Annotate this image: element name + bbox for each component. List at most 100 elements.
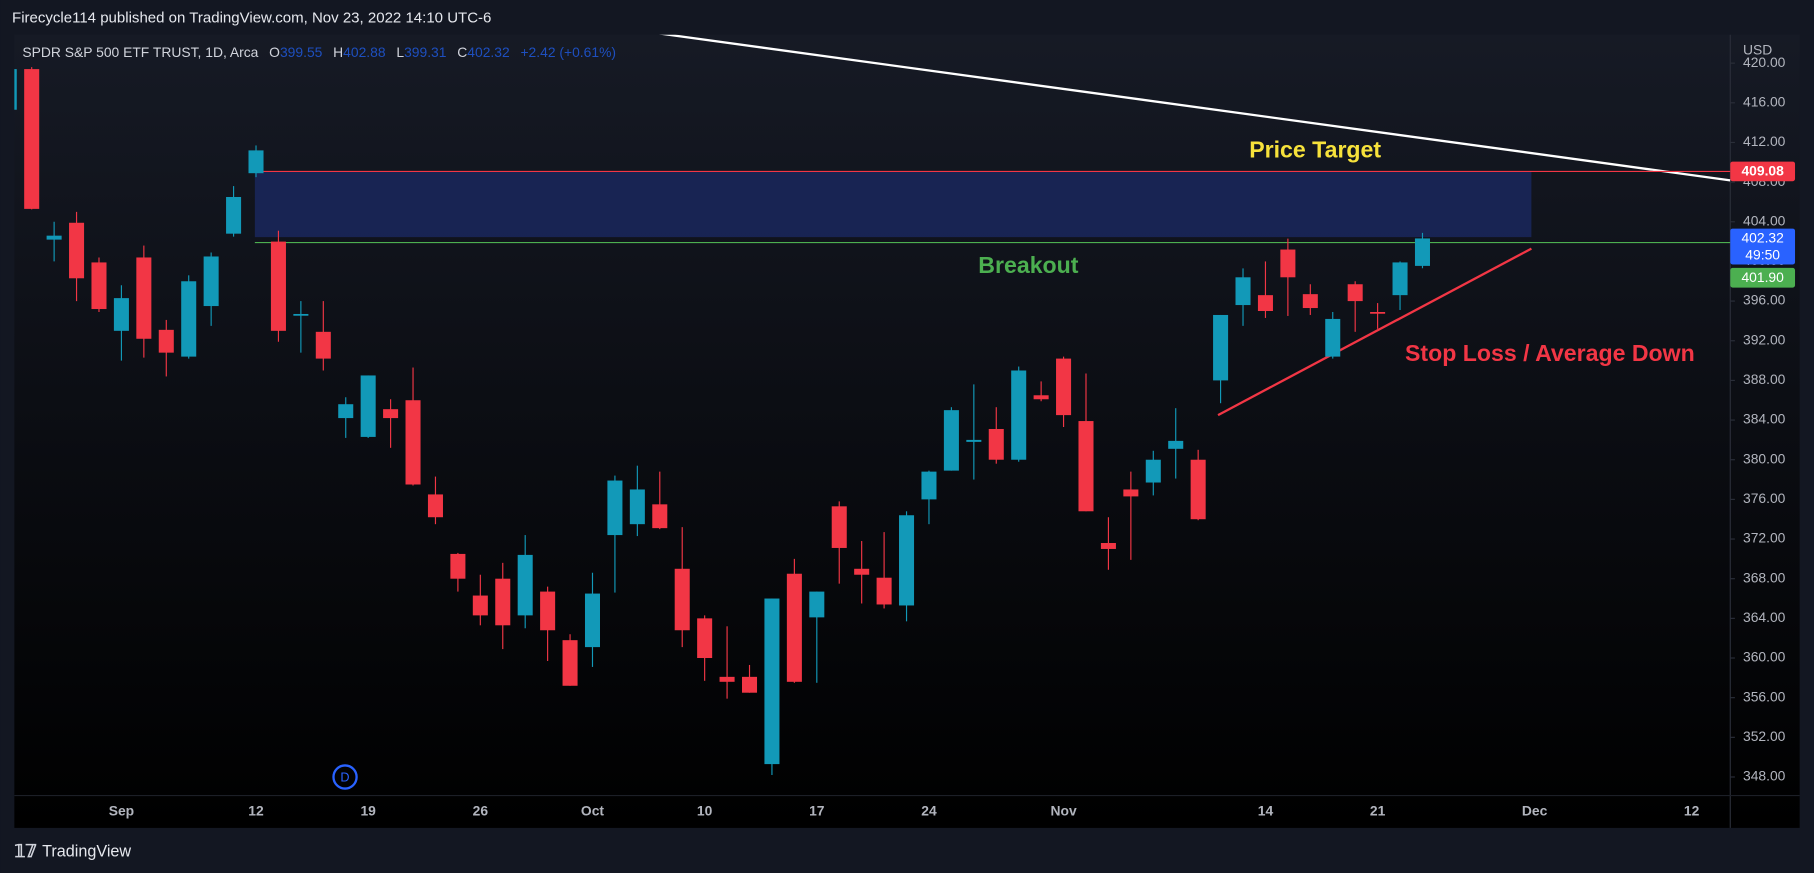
candle-body — [24, 69, 40, 209]
candle-body — [1100, 543, 1116, 549]
candle-body — [181, 281, 197, 357]
breakout-label: 401.90 — [1741, 269, 1784, 285]
candle-body — [1302, 294, 1318, 309]
legend-value: 399.31 — [404, 44, 447, 60]
candle-body — [517, 554, 533, 616]
x-tick-label: 26 — [473, 802, 489, 818]
breakout-label-box — [1730, 267, 1796, 288]
y-tick-label: 412.00 — [1743, 133, 1786, 149]
candle-body — [1392, 262, 1408, 296]
y-tick-label: 348.00 — [1743, 768, 1786, 784]
support-line — [1217, 247, 1532, 417]
candle-body — [1213, 314, 1229, 381]
candle-body — [674, 568, 690, 631]
last-price-label: 402.32 — [1741, 230, 1784, 246]
dividend-label[interactable]: D — [340, 770, 349, 785]
y-tick-label: 364.00 — [1743, 609, 1786, 625]
candle-body — [1280, 249, 1296, 278]
candle-body — [113, 298, 129, 331]
x-tick-label: 12 — [248, 802, 264, 818]
trend-line — [659, 34, 1731, 182]
candle-body — [472, 595, 488, 616]
candle-body — [1011, 370, 1027, 460]
candle-body — [809, 591, 825, 618]
candle-body — [226, 196, 242, 234]
candle-body — [1347, 284, 1363, 302]
y-tick-label: 392.00 — [1743, 331, 1786, 347]
candle-body — [540, 591, 556, 631]
y-tick-label: 372.00 — [1743, 530, 1786, 546]
footer-brand[interactable]: TradingView — [42, 842, 131, 860]
candle-body — [1190, 459, 1206, 520]
y-tick-label: 404.00 — [1743, 212, 1786, 228]
x-tick-label: Oct — [581, 802, 604, 818]
countdown-label: 49:50 — [1745, 246, 1780, 262]
candle-body — [584, 593, 601, 648]
currency: USD — [1743, 42, 1772, 58]
candle-body — [562, 640, 578, 686]
candle-body — [1078, 421, 1094, 512]
y-tick-label: 352.00 — [1743, 728, 1786, 744]
y-tick-label: 388.00 — [1743, 371, 1786, 387]
legend-letter: O — [269, 44, 280, 60]
legend: SPDR S&P 500 ETF TRUST, 1D, Arca O399.55… — [22, 44, 616, 60]
candle-body — [1145, 459, 1161, 483]
x-tick-label: 21 — [1370, 802, 1386, 818]
x-tick-label: 24 — [921, 802, 937, 818]
candle-body — [966, 439, 982, 442]
x-tick-label: 12 — [1684, 802, 1700, 818]
candle-body — [69, 222, 85, 279]
candle-body — [1370, 311, 1386, 314]
candle-body — [1056, 358, 1072, 416]
candle-body — [764, 598, 780, 765]
candle-body — [629, 489, 645, 525]
candle-body — [1033, 395, 1049, 400]
candle-body — [719, 676, 735, 682]
candle-body — [136, 257, 152, 339]
candle-body — [697, 618, 713, 659]
annotation: Breakout — [978, 252, 1078, 278]
candle-body — [270, 241, 286, 331]
candle-body — [1123, 489, 1139, 497]
x-tick-label: Dec — [1522, 802, 1548, 818]
x-tick-label: 10 — [697, 802, 713, 818]
legend-letter: C — [457, 44, 467, 60]
chart-area — [14, 34, 1800, 828]
price-label-box — [1730, 161, 1796, 182]
candle-body — [854, 568, 870, 575]
candle-body — [495, 578, 511, 626]
y-tick-label: 380.00 — [1743, 450, 1786, 466]
candle-body — [1414, 238, 1430, 266]
legend-letter: L — [396, 44, 404, 60]
x-tick-label: 14 — [1258, 802, 1274, 818]
y-tick-label: 416.00 — [1743, 93, 1786, 109]
candle-body — [741, 676, 758, 693]
candle-body — [203, 256, 219, 307]
annotation: Stop Loss / Average Down — [1405, 340, 1695, 366]
y-tick-label: 420.00 — [1743, 54, 1786, 70]
candle-body — [248, 150, 264, 174]
dividend-icon[interactable] — [332, 764, 358, 790]
legend-title: SPDR S&P 500 ETF TRUST, 1D, Arca — [22, 44, 258, 60]
annotation: Price Target — [1249, 137, 1381, 163]
candle-body — [831, 506, 847, 548]
candle-body — [899, 515, 915, 606]
candle-body — [1168, 440, 1184, 449]
candle-body — [607, 480, 623, 536]
legend-value: 399.55 — [280, 44, 323, 60]
x-tick-label: Nov — [1050, 802, 1076, 818]
y-tick-label: 396.00 — [1743, 292, 1786, 308]
candle-body — [405, 400, 421, 485]
footer: 𝟙𝟟 TradingView — [14, 841, 131, 861]
x-tick-label: Sep — [109, 802, 134, 818]
candle-body — [786, 573, 802, 682]
candle-body — [315, 331, 331, 359]
legend-letter: H — [333, 44, 343, 60]
candle-body — [943, 410, 959, 471]
header-text: Firecycle114 published on TradingView.co… — [12, 9, 491, 26]
last-price-box — [1730, 228, 1796, 265]
y-tick-label: 368.00 — [1743, 569, 1786, 585]
candle-body — [427, 494, 443, 518]
price-label: 409.08 — [1741, 163, 1784, 179]
